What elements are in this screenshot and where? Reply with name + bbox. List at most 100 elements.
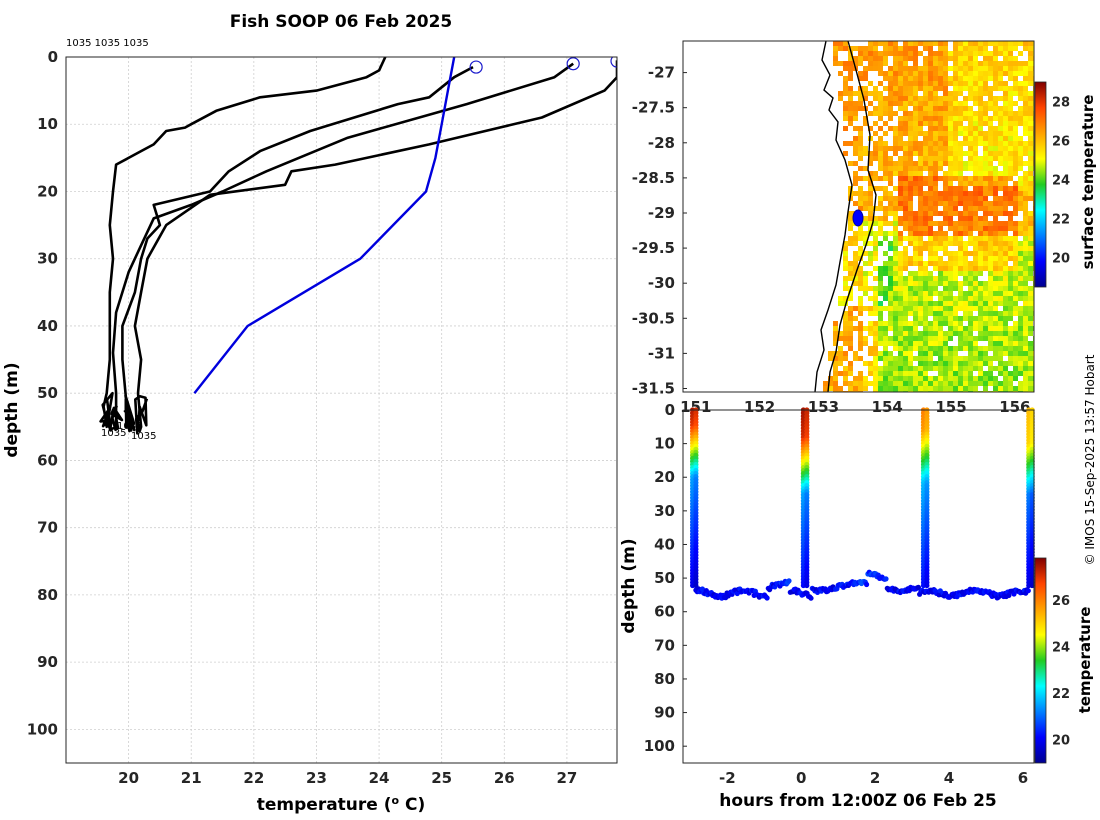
- map-cell: [933, 206, 938, 211]
- map-cell: [933, 181, 938, 186]
- map-cell: [938, 101, 943, 106]
- profile-y-tick-40: 40: [37, 317, 58, 335]
- map-cell: [858, 131, 863, 136]
- map-cell: [1008, 266, 1013, 271]
- map-cell: [923, 66, 928, 71]
- map-cell: [948, 316, 953, 321]
- map-cell: [1008, 56, 1013, 61]
- map-cell: [923, 166, 928, 171]
- map-cell: [868, 46, 873, 51]
- map-cell: [918, 206, 923, 211]
- map-cell: [963, 66, 968, 71]
- map-cell: [1018, 96, 1023, 101]
- map-cell: [983, 71, 988, 76]
- map-cell: [913, 256, 918, 261]
- map-cell: [1003, 106, 1008, 111]
- map-cell: [893, 41, 898, 46]
- map-cell: [988, 161, 993, 166]
- map-cell: [1003, 361, 1008, 366]
- map-cell: [943, 221, 948, 226]
- map-cell: [978, 281, 983, 286]
- map-cell: [1013, 246, 1018, 251]
- coastline: [814, 41, 877, 392]
- map-cell: [848, 161, 853, 166]
- map-cell: [1008, 281, 1013, 286]
- map-cell: [868, 206, 873, 211]
- map-cell: [903, 326, 908, 331]
- map-cell: [1003, 281, 1008, 286]
- map-cell: [963, 111, 968, 116]
- map-cell: [853, 61, 858, 66]
- map-cell: [898, 286, 903, 291]
- map-cell: [913, 186, 918, 191]
- map-cell: [893, 101, 898, 106]
- map-cell: [853, 151, 858, 156]
- map-cell: [968, 156, 973, 161]
- section-y-tick-80: 80: [654, 670, 675, 688]
- map-cell: [1013, 286, 1018, 291]
- map-cell: [843, 316, 848, 321]
- map-cell: [898, 141, 903, 146]
- map-cell: [953, 91, 958, 96]
- map-cell: [983, 246, 988, 251]
- map-cell: [858, 206, 863, 211]
- map-cell: [913, 291, 918, 296]
- map-cell: [973, 366, 978, 371]
- map-cell: [928, 166, 933, 171]
- map-cell: [918, 171, 923, 176]
- map-cell: [873, 176, 878, 181]
- map-cell: [973, 56, 978, 61]
- map-cell: [1008, 276, 1013, 281]
- map-cell: [993, 141, 998, 146]
- map-cell: [888, 316, 893, 321]
- map-cell: [878, 281, 883, 286]
- map-cell: [1018, 256, 1023, 261]
- map-cell: [973, 66, 978, 71]
- map-cell: [928, 351, 933, 356]
- map-cell: [998, 271, 1003, 276]
- map-cell: [968, 216, 973, 221]
- map-cell: [958, 241, 963, 246]
- map-cell: [933, 321, 938, 326]
- map-cell: [903, 141, 908, 146]
- map-cell: [883, 176, 888, 181]
- map-cell: [988, 366, 993, 371]
- map-cell: [943, 51, 948, 56]
- map-cell: [903, 201, 908, 206]
- map-cell: [1028, 171, 1033, 176]
- map-cell: [853, 106, 858, 111]
- map-cell: [918, 81, 923, 86]
- map-cell: [868, 296, 873, 301]
- map-cell: [853, 91, 858, 96]
- map-cell: [973, 181, 978, 186]
- map-cell: [958, 41, 963, 46]
- map-cell: [1018, 136, 1023, 141]
- map-cell: [938, 336, 943, 341]
- map-cell: [868, 126, 873, 131]
- map-cell: [908, 166, 913, 171]
- map-cell: [988, 171, 993, 176]
- map-cell: [1003, 301, 1008, 306]
- map-cell: [873, 311, 878, 316]
- map-cell: [943, 271, 948, 276]
- map-cell: [993, 356, 998, 361]
- map-cell: [1003, 86, 1008, 91]
- map-cell: [823, 386, 828, 391]
- map-cell: [908, 181, 913, 186]
- map-cell: [863, 231, 868, 236]
- map-cell: [983, 196, 988, 201]
- map-cell: [848, 366, 853, 371]
- map-cell: [878, 71, 883, 76]
- map-cell: [1018, 251, 1023, 256]
- map-cell: [898, 386, 903, 391]
- map-cell: [948, 101, 953, 106]
- map-cell: [888, 301, 893, 306]
- map-cell: [968, 136, 973, 141]
- map-cell: [863, 51, 868, 56]
- map-cell: [993, 131, 998, 136]
- map-cell: [888, 386, 893, 391]
- map-x-tick-156: 156: [999, 398, 1030, 416]
- map-cell: [913, 86, 918, 91]
